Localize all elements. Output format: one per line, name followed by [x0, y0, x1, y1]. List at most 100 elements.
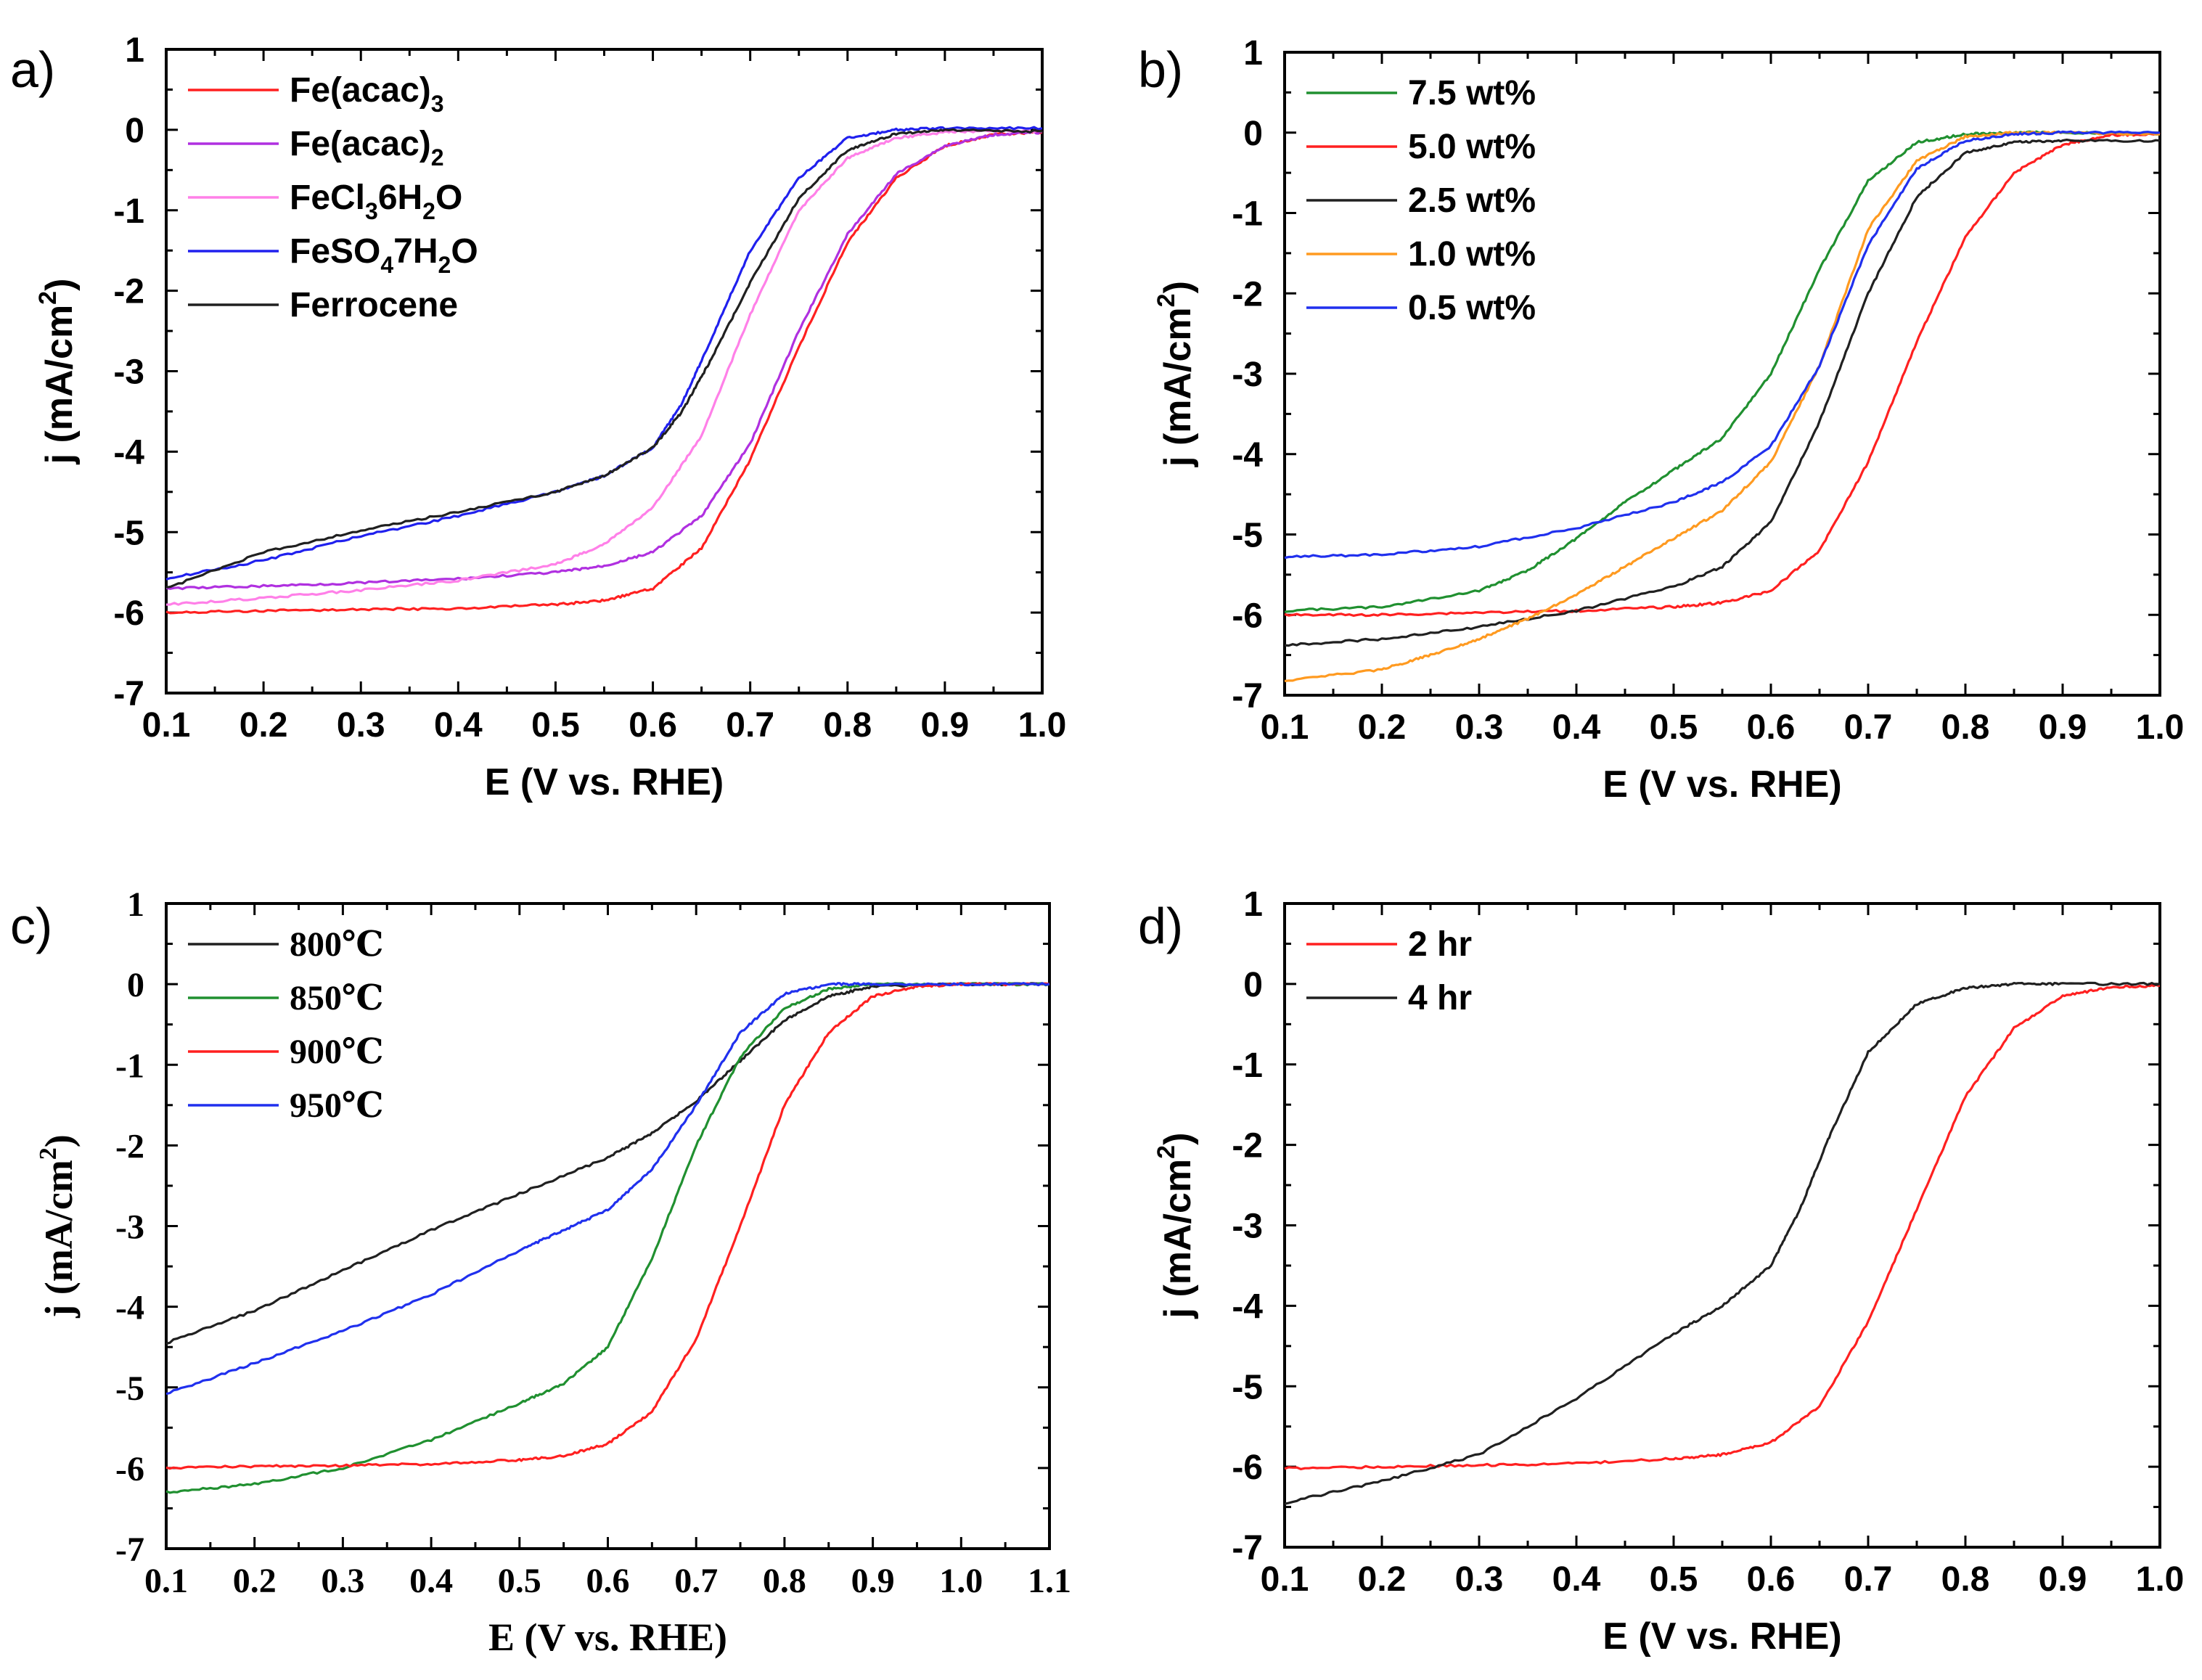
legend-label-sub2: 2: [422, 198, 435, 224]
legend-label: 7.5 wt%: [1408, 74, 1536, 112]
y-tick-label: -1: [1232, 195, 1263, 234]
y-tick-label: -6: [1232, 597, 1263, 635]
y-tick-label: -6: [1232, 1449, 1263, 1487]
x-tick-label: 0.2: [240, 706, 288, 745]
y-tick-label: -2: [115, 1127, 144, 1165]
x-tick-label: 0.7: [1844, 1560, 1893, 1599]
x-tick-label: 0.9: [2039, 1560, 2087, 1599]
legend-label-main: Ferrocene: [290, 286, 458, 324]
y-axis-title-main: j (mA/cm: [1157, 1159, 1199, 1319]
x-axis-title: E (V vs. RHE): [488, 1615, 727, 1659]
series-line-2-hr: [1284, 983, 2161, 1470]
legend-label: 0.5 wt%: [1408, 289, 1536, 327]
y-tick-label: -5: [1232, 1368, 1263, 1406]
y-tick-label: 1: [1243, 34, 1263, 73]
panel-label: d): [1138, 898, 1183, 954]
legend-label-main: 7.5 wt%: [1408, 74, 1536, 112]
y-tick-label: -6: [113, 594, 144, 633]
y-axis-title-sup: 2: [34, 291, 62, 305]
legend-label-sub: 3: [365, 198, 378, 224]
y-tick-label: 0: [127, 966, 144, 1004]
legend-label-rest: 7H: [393, 232, 438, 271]
x-tick-label: 0.8: [1941, 1560, 1990, 1599]
legend-label-main: FeCl: [290, 179, 365, 217]
x-tick-label: 0.3: [1455, 708, 1504, 747]
x-tick-label: 0.6: [1747, 708, 1796, 747]
y-axis-title: j (mA/cm2): [1153, 281, 1199, 467]
x-tick-label: 1.0: [939, 1562, 983, 1600]
x-tick-label: 0.2: [1358, 1560, 1407, 1599]
legend-label-main: 0.5 wt%: [1408, 289, 1536, 327]
y-tick-label: -4: [113, 433, 144, 472]
x-tick-label: 0.5: [498, 1562, 541, 1600]
y-tick-label: -4: [115, 1289, 144, 1327]
y-tick-label: -5: [113, 514, 144, 552]
series-line-feso47h2o: [165, 126, 1043, 581]
y-tick-label: 0: [125, 112, 144, 150]
x-tick-label: 0.3: [337, 706, 385, 745]
y-axis-title-end: ): [1157, 281, 1199, 293]
x-tick-label: 0.9: [2039, 708, 2087, 747]
y-axis-title-main: j (mA/cm: [1157, 307, 1199, 467]
legend-label-rest2: O: [451, 232, 478, 271]
legend-label-main: 4 hr: [1408, 979, 1472, 1017]
x-tick-label: 0.6: [1747, 1560, 1796, 1599]
x-tick-label: 0.8: [823, 706, 872, 745]
series-line-950-: [165, 982, 1050, 1396]
chart-panel-b: b) 0.1 0.2 0.3 0.4 0.5 0.6 0.7 0.8 0.9 1.0 1 0 -1 -2 -3…: [1138, 34, 2184, 806]
legend-label: 2 hr: [1408, 925, 1472, 964]
x-tick-label: 0.1: [1261, 1560, 1309, 1599]
series-line-4-hr: [1284, 981, 2161, 1505]
y-axis-title: j (mA/cm2): [1153, 1133, 1199, 1319]
y-tick-label: 0: [1243, 966, 1263, 1004]
y-axis-title-sup: 2: [1153, 293, 1180, 307]
series-line-0-5-wt-: [1284, 130, 2161, 560]
chart-panel-a: a) 0.1 0.2 0.3 0.4 0.5 0.6 0.7 0.8 0.9 1.0 1 0 -1 -2 -3…: [10, 31, 1066, 803]
y-tick-label: -6: [115, 1450, 144, 1488]
legend-label: 950℃: [290, 1086, 384, 1125]
series-line-fe-acac-2: [165, 130, 1043, 591]
x-tick-label: 0.5: [1650, 708, 1698, 747]
legend-label: 850℃: [290, 979, 384, 1017]
legend-label-main: 900℃: [290, 1033, 384, 1071]
x-tick-label: 0.6: [586, 1562, 630, 1600]
y-tick-label: -2: [113, 273, 144, 311]
x-tick-label: 0.1: [142, 706, 191, 745]
x-tick-label: 0.9: [851, 1562, 895, 1600]
y-tick-label: -1: [115, 1046, 144, 1085]
legend-label-main: Fe(acac): [290, 125, 431, 163]
legend-label: 5.0 wt%: [1408, 128, 1536, 166]
legend-label: Ferrocene: [290, 286, 458, 324]
series-line-900-: [165, 982, 1050, 1470]
x-axis-title: E (V vs. RHE): [485, 761, 724, 803]
y-axis-title-main: j (mA/cm: [37, 1160, 81, 1318]
y-tick-label: 1: [1243, 885, 1263, 924]
legend-label-rest: 6H: [378, 179, 422, 217]
series-line-7-5-wt-: [1284, 130, 2161, 613]
x-tick-label: 1.0: [2136, 708, 2185, 747]
x-tick-label: 0.2: [1358, 708, 1407, 747]
y-tick-label: -7: [1232, 1529, 1263, 1568]
x-tick-label: 1.0: [2136, 1560, 2185, 1599]
x-tick-label: 0.4: [1552, 1560, 1601, 1599]
y-tick-label: -1: [1232, 1046, 1263, 1085]
series-line-1-0-wt-: [1284, 130, 2161, 683]
legend-label-sub: 2: [431, 144, 444, 171]
y-tick-label: -2: [1232, 1127, 1263, 1165]
legend-label-main: Fe(acac): [290, 71, 431, 110]
series-line-2-5-wt-: [1284, 139, 2161, 647]
y-axis-title-end: ): [37, 1134, 81, 1147]
x-tick-label: 0.7: [1844, 708, 1893, 747]
series-line-ferrocene: [165, 128, 1043, 589]
legend-label-main: 800℃: [290, 925, 384, 964]
legend-label-main: FeSO: [290, 232, 380, 271]
x-tick-label: 0.4: [409, 1562, 453, 1600]
x-axis-title: E (V vs. RHE): [1603, 1615, 1841, 1658]
legend-label: 4 hr: [1408, 979, 1472, 1017]
legend-label-main: 2.5 wt%: [1408, 181, 1536, 220]
series-line-800-: [165, 982, 1050, 1345]
x-tick-label: 0.3: [1455, 1560, 1504, 1599]
x-tick-label: 0.9: [921, 706, 970, 745]
legend-label: FeSO47H2O: [290, 232, 478, 278]
